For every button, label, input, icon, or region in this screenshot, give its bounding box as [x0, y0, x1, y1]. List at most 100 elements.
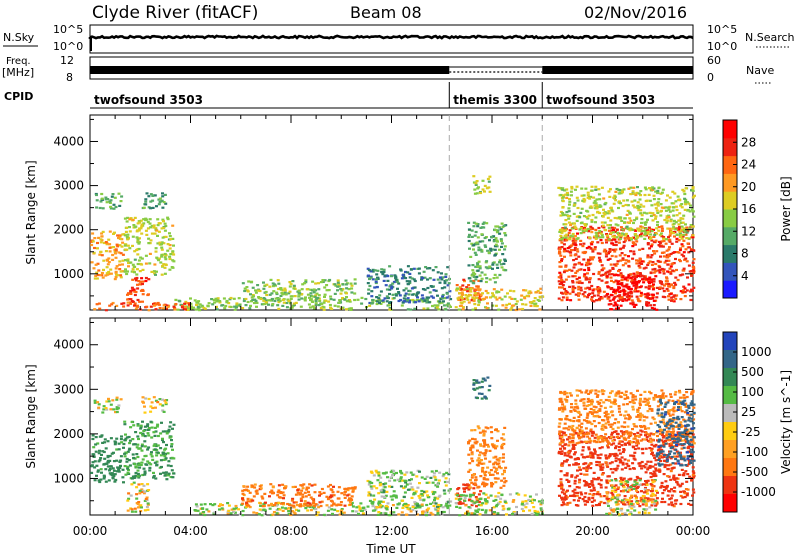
data-cell: [484, 493, 488, 496]
data-cell: [387, 514, 391, 517]
data-cell: [681, 273, 685, 276]
data-cell: [506, 508, 510, 511]
data-cell: [621, 258, 625, 261]
data-cell: [470, 235, 474, 238]
data-cell: [477, 462, 481, 465]
data-cell: [627, 187, 631, 190]
data-cell: [525, 502, 529, 505]
data-cell: [481, 222, 485, 225]
data-cell: [467, 301, 471, 304]
data-cell: [415, 475, 419, 478]
data-cell: [143, 490, 147, 493]
data-cell: [682, 255, 686, 258]
data-cell: [160, 421, 163, 424]
data-cell: [391, 504, 395, 507]
data-cell: [470, 499, 474, 503]
data-cell: [663, 218, 667, 222]
data-cell: [476, 459, 480, 462]
data-cell: [476, 269, 480, 272]
data-cell: [565, 227, 568, 231]
data-cell: [478, 240, 482, 243]
data-cell: [605, 497, 609, 500]
data-cell: [662, 473, 666, 476]
data-cell: [496, 225, 500, 228]
data-cell: [680, 206, 684, 209]
data-cell: [135, 446, 139, 449]
data-cell: [125, 220, 129, 223]
data-cell: [483, 184, 487, 187]
data-cell: [402, 300, 406, 303]
data-cell: [139, 227, 143, 230]
data-cell: [271, 485, 275, 488]
data-cell: [135, 230, 139, 233]
data-cell: [308, 296, 311, 299]
data-cell: [692, 215, 696, 218]
data-cell: [171, 427, 174, 430]
data-cell: [389, 495, 393, 498]
data-cell: [118, 263, 122, 266]
data-cell: [597, 193, 601, 196]
data-cell: [604, 252, 608, 255]
data-cell: [422, 270, 426, 273]
data-cell: [492, 288, 496, 291]
data-cell: [626, 236, 630, 239]
data-cell: [584, 468, 588, 471]
data-cell: [333, 508, 337, 511]
data-cell: [158, 200, 162, 204]
data-cell: [281, 304, 285, 307]
data-cell: [660, 240, 664, 243]
data-cell: [502, 507, 506, 510]
data-cell: [602, 197, 606, 200]
data-cell: [560, 238, 564, 241]
data-cell: [475, 296, 479, 299]
data-cell: [502, 453, 505, 456]
data-cell: [127, 265, 130, 268]
data-cell: [581, 199, 585, 202]
data-cell: [405, 483, 409, 486]
data-cell: [476, 464, 480, 467]
data-cell: [268, 495, 271, 498]
cpid-segment-label: twofsound 3503: [546, 93, 655, 107]
data-cell: [520, 294, 524, 297]
data-cell: [528, 290, 532, 293]
data-cell: [448, 290, 452, 293]
data-cell: [670, 263, 674, 266]
data-cell: [633, 277, 637, 281]
data-cell: [531, 498, 535, 501]
data-cell: [138, 221, 142, 224]
data-cell: [432, 289, 436, 292]
data-cell: [610, 491, 614, 494]
data-cell: [241, 509, 245, 513]
data-cell: [485, 222, 489, 225]
data-cell: [583, 228, 587, 231]
data-cell: [570, 187, 574, 190]
data-cell: [537, 299, 541, 302]
data-cell: [638, 462, 642, 465]
data-cell: [662, 206, 666, 210]
data-cell: [116, 407, 120, 410]
data-cell: [576, 491, 579, 494]
data-cell: [388, 308, 392, 311]
data-cell: [574, 476, 578, 479]
data-cell: [314, 508, 318, 511]
data-cell: [496, 231, 500, 234]
data-cell: [163, 458, 167, 461]
data-cell: [565, 188, 569, 191]
data-cell: [406, 308, 410, 311]
data-cell: [420, 503, 424, 506]
data-cell: [624, 259, 628, 262]
data-cell: [499, 263, 503, 266]
data-cell: [495, 458, 499, 461]
data-cell: [490, 483, 494, 486]
data-cell: [193, 299, 197, 302]
data-cell: [102, 450, 106, 454]
data-cell: [469, 287, 473, 290]
data-cell: [440, 287, 444, 290]
data-cell: [93, 466, 97, 469]
data-cell: [626, 279, 630, 282]
data-cell: [646, 229, 650, 232]
data-cell: [283, 291, 287, 294]
data-cell: [297, 295, 301, 298]
data-cell: [589, 456, 593, 459]
data-cell: [457, 298, 461, 301]
